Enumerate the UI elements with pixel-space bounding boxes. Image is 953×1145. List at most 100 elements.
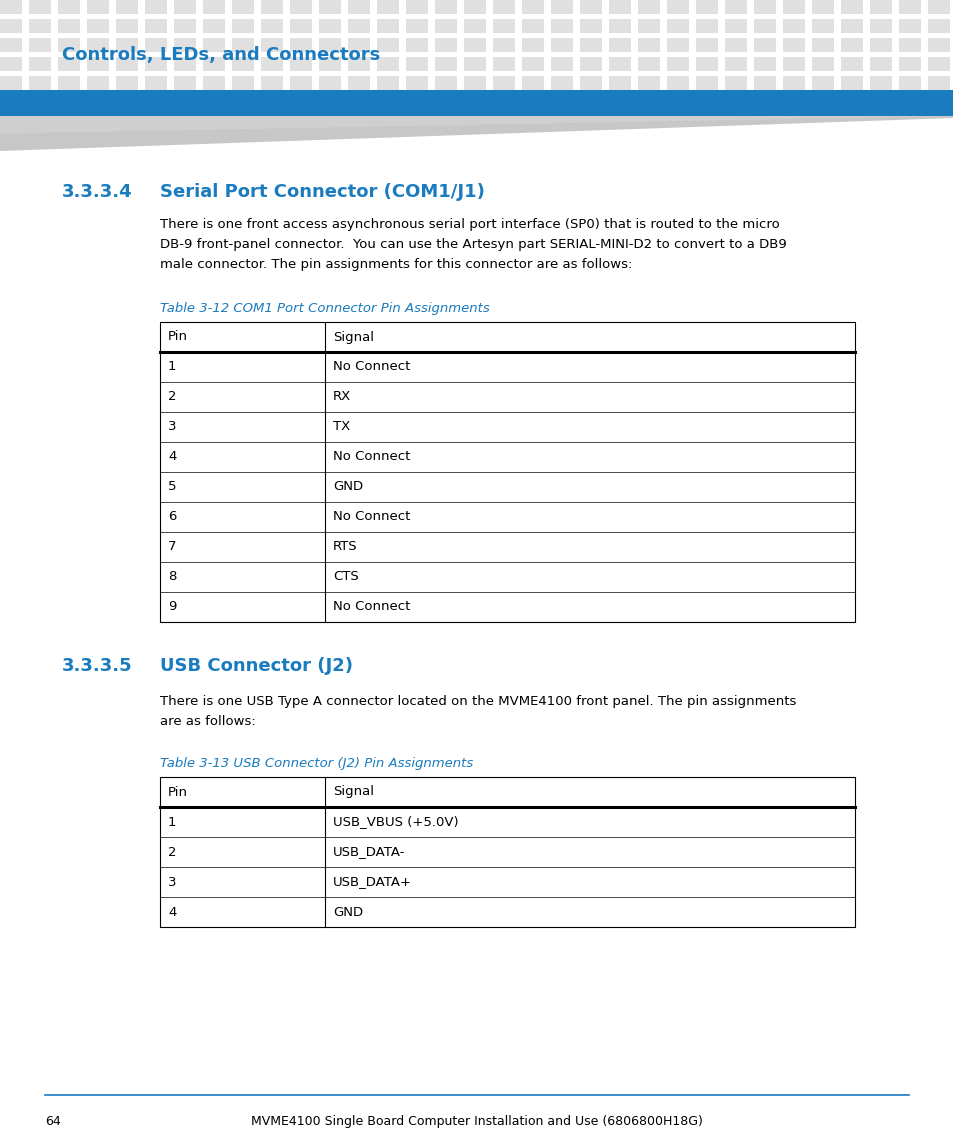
Bar — [579, 38, 601, 52]
Bar — [232, 0, 253, 14]
Text: MVME4100 Single Board Computer Installation and Use (6806800H18G): MVME4100 Single Board Computer Installat… — [251, 1115, 702, 1128]
Bar — [261, 19, 283, 33]
Text: male connector. The pin assignments for this connector are as follows:: male connector. The pin assignments for … — [160, 258, 632, 271]
Bar — [348, 76, 370, 90]
Bar — [203, 57, 225, 71]
Bar — [160, 777, 854, 927]
Text: TX: TX — [333, 420, 350, 434]
Bar — [406, 0, 428, 14]
Bar — [261, 38, 283, 52]
Bar — [493, 38, 515, 52]
Bar — [58, 0, 80, 14]
Bar — [724, 0, 746, 14]
Bar — [29, 57, 51, 71]
Bar — [551, 76, 573, 90]
Bar — [0, 38, 22, 52]
Bar — [927, 57, 949, 71]
Text: Signal: Signal — [333, 785, 374, 798]
Bar — [58, 76, 80, 90]
Text: RX: RX — [333, 390, 351, 403]
Bar — [608, 19, 630, 33]
Bar — [318, 38, 340, 52]
Bar — [58, 19, 80, 33]
Bar — [696, 38, 718, 52]
Bar — [0, 0, 22, 14]
Text: are as follows:: are as follows: — [160, 714, 255, 728]
Bar — [58, 57, 80, 71]
Bar — [232, 19, 253, 33]
Bar — [782, 38, 804, 52]
Text: USB_DATA-: USB_DATA- — [333, 845, 405, 859]
Bar — [290, 19, 312, 33]
Bar — [0, 90, 953, 116]
Text: There is one front access asynchronous serial port interface (SP0) that is route: There is one front access asynchronous s… — [160, 218, 779, 231]
Bar — [376, 38, 398, 52]
Bar — [869, 38, 891, 52]
Bar — [435, 0, 456, 14]
Bar — [318, 76, 340, 90]
Bar — [29, 0, 51, 14]
Bar — [841, 38, 862, 52]
Bar — [608, 0, 630, 14]
Text: USB_VBUS (+5.0V): USB_VBUS (+5.0V) — [333, 815, 458, 829]
Bar — [173, 57, 195, 71]
Bar — [696, 19, 718, 33]
Bar — [29, 38, 51, 52]
Bar — [290, 57, 312, 71]
Text: Table 3-12 COM1 Port Connector Pin Assignments: Table 3-12 COM1 Port Connector Pin Assig… — [160, 302, 489, 315]
Bar — [724, 38, 746, 52]
Bar — [666, 38, 688, 52]
Text: 1: 1 — [168, 815, 176, 829]
Bar — [782, 57, 804, 71]
Bar — [261, 76, 283, 90]
Bar — [261, 0, 283, 14]
Bar — [173, 0, 195, 14]
Bar — [0, 57, 22, 71]
Bar — [841, 57, 862, 71]
Bar — [232, 76, 253, 90]
Bar — [173, 19, 195, 33]
Bar — [203, 76, 225, 90]
Bar — [116, 76, 138, 90]
Bar — [869, 57, 891, 71]
Bar — [406, 76, 428, 90]
Text: 6: 6 — [168, 511, 176, 523]
Bar — [87, 57, 109, 71]
Bar — [927, 76, 949, 90]
Bar — [551, 57, 573, 71]
Bar — [898, 76, 920, 90]
Text: 3.3.3.5: 3.3.3.5 — [62, 657, 132, 676]
Bar — [608, 38, 630, 52]
Bar — [927, 38, 949, 52]
Bar — [348, 19, 370, 33]
Bar — [87, 76, 109, 90]
Text: 4: 4 — [168, 906, 176, 918]
Bar — [203, 19, 225, 33]
Text: 1: 1 — [168, 361, 176, 373]
Bar — [348, 57, 370, 71]
Bar — [58, 38, 80, 52]
Text: CTS: CTS — [333, 570, 358, 584]
Bar — [638, 57, 659, 71]
Bar — [493, 76, 515, 90]
Bar — [348, 38, 370, 52]
Bar — [348, 0, 370, 14]
Text: 3: 3 — [168, 420, 176, 434]
Bar — [173, 38, 195, 52]
Text: 9: 9 — [168, 600, 176, 614]
Bar — [841, 19, 862, 33]
Bar — [927, 19, 949, 33]
Bar — [0, 76, 22, 90]
Bar — [696, 57, 718, 71]
Text: GND: GND — [333, 906, 363, 918]
Bar — [0, 19, 22, 33]
Bar — [463, 0, 485, 14]
Bar — [579, 76, 601, 90]
Bar — [290, 76, 312, 90]
Text: No Connect: No Connect — [333, 361, 410, 373]
Bar — [579, 19, 601, 33]
Bar — [145, 76, 167, 90]
Bar — [898, 38, 920, 52]
Bar — [579, 0, 601, 14]
Bar — [463, 38, 485, 52]
